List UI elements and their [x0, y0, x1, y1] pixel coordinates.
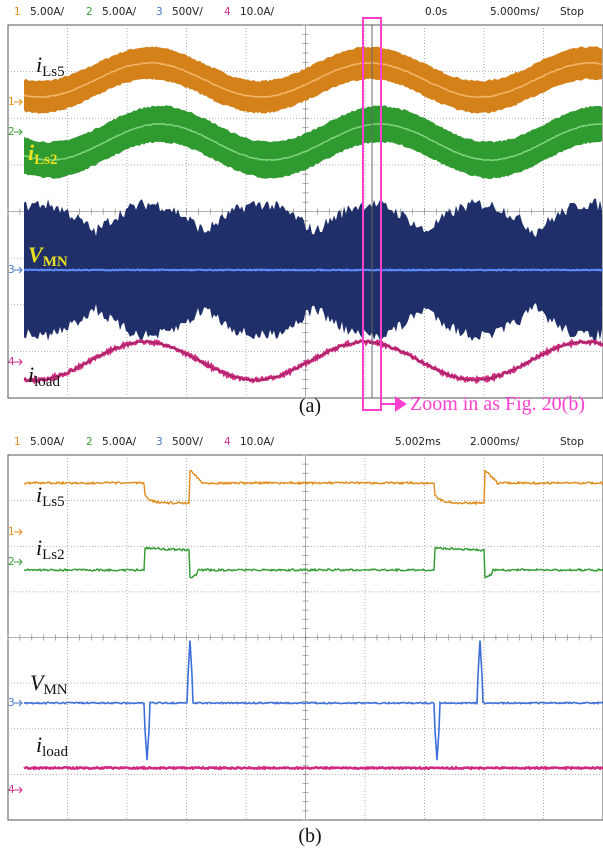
channel-number: 2 [86, 6, 93, 18]
label-main: i [36, 482, 42, 507]
channel-marker: 3 [8, 697, 15, 709]
status: Stop [560, 436, 584, 448]
zoom-annotation: Zoom in as Fig. 20(b) [410, 393, 585, 415]
label-main: i [28, 140, 35, 165]
channel-number: 4 [224, 6, 231, 18]
trace-label: iLs2 [28, 140, 57, 168]
timebase: 2.000ms/ [470, 436, 520, 448]
channel-marker: 1 [8, 526, 15, 538]
label-main: i [36, 732, 42, 757]
channel-arrow [14, 528, 23, 536]
label-sub: Ls2 [34, 152, 57, 168]
channel-number: 3 [156, 436, 163, 448]
channel-marker: 3 [8, 264, 15, 276]
channel-arrow [14, 266, 23, 274]
trace-label: iLs2 [36, 535, 65, 563]
trace-label: iload [28, 362, 60, 390]
label-main: V [30, 670, 46, 695]
trace-line [23, 546, 603, 579]
caption: (a) [299, 395, 321, 417]
channel-scale: 500V/ [172, 436, 203, 448]
status: Stop [560, 6, 584, 18]
channel-marker: 4 [8, 784, 15, 796]
zoom-arrow [381, 396, 407, 412]
channel-marker: 2 [8, 556, 15, 568]
label-sub: load [42, 744, 68, 760]
trace-label: VMN [28, 242, 68, 270]
channel-number: 1 [14, 436, 21, 448]
label-sub: load [34, 374, 60, 390]
label-main: V [28, 242, 45, 267]
delay: 5.002ms [395, 436, 441, 448]
channel-arrow [14, 358, 23, 366]
timebase: 5.000ms/ [490, 6, 540, 18]
trace-label: iload [36, 732, 68, 760]
channel-scale: 5.00A/ [30, 436, 65, 448]
trace-line [23, 640, 603, 761]
delay: 0.0s [425, 6, 447, 18]
trace-label: iLs5 [36, 52, 65, 80]
trace-center [23, 61, 603, 99]
channel-scale: 10.0A/ [240, 436, 275, 448]
trace-line [23, 765, 603, 771]
label-sub: Ls5 [42, 494, 65, 510]
trace-line [23, 469, 603, 506]
channel-scale: 500V/ [172, 6, 203, 18]
trace-label: VMN [30, 670, 68, 698]
label-main: i [36, 52, 42, 77]
channel-scale: 5.00A/ [102, 436, 137, 448]
label-main: i [36, 535, 42, 560]
channel-arrow [14, 558, 23, 566]
label-sub: Ls5 [42, 64, 65, 80]
trace-center [23, 122, 603, 162]
channel-marker: 1 [8, 96, 15, 108]
channel-scale: 10.0A/ [240, 6, 275, 18]
channel-scale: 5.00A/ [102, 6, 137, 18]
channel-arrow [14, 128, 23, 136]
channel-arrow [14, 98, 23, 106]
label-sub: Ls2 [42, 547, 65, 563]
label-sub: MN [43, 682, 67, 698]
channel-arrow [14, 786, 23, 794]
trace-label: iLs5 [36, 482, 65, 510]
channel-scale: 5.00A/ [30, 6, 65, 18]
channel-marker: 2 [8, 126, 15, 138]
trace-center [23, 268, 603, 272]
caption: (b) [298, 825, 321, 847]
channel-arrow [14, 699, 23, 707]
label-sub: MN [43, 254, 68, 270]
channel-number: 1 [14, 6, 21, 18]
trace-band [24, 105, 602, 179]
channel-marker: 4 [8, 356, 15, 368]
channel-number: 4 [224, 436, 231, 448]
channel-number: 2 [86, 436, 93, 448]
label-main: i [28, 362, 34, 387]
zoom-box [362, 17, 382, 411]
trace-line [23, 341, 603, 381]
channel-number: 3 [156, 6, 163, 18]
